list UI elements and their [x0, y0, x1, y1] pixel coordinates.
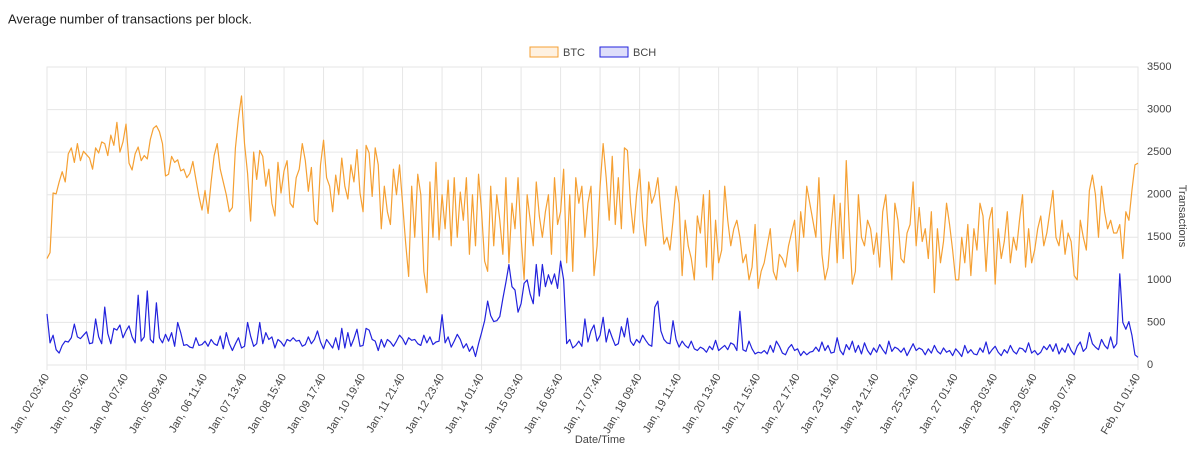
x-tick-label: Jan, 16 05:40 [522, 372, 566, 436]
x-tick-label: Jan, 28 03:40 [957, 372, 1001, 436]
x-tick-label: Jan, 05 09:40 [127, 372, 171, 436]
y-tick-label: 2500 [1147, 146, 1171, 158]
data-line [46, 260, 1139, 358]
chart-title: Average number of transactions per block… [8, 11, 252, 26]
x-tick-label: Jan, 22 17:40 [759, 372, 803, 436]
x-tick-label: Jan, 24 21:40 [838, 372, 882, 436]
legend-label: BTC [563, 47, 585, 59]
y-tick-label: 3000 [1147, 103, 1171, 115]
x-tick-label: Jan, 04 07:40 [87, 372, 131, 436]
x-tick-label: Jan, 30 07:40 [1036, 372, 1080, 436]
x-tick-label: Jan, 27 01:40 [917, 372, 961, 436]
x-tick-label: Jan, 06 11:40 [167, 372, 210, 435]
x-tick-label: Jan, 23 19:40 [799, 372, 843, 436]
x-tick-label: Jan, 20 13:40 [680, 372, 724, 436]
x-tick-label: Jan, 12 23:40 [403, 372, 447, 436]
y-tick-label: 1000 [1147, 274, 1171, 286]
x-tick-label: Jan, 09 17:40 [285, 372, 329, 436]
y-tick-label: 0 [1147, 359, 1153, 371]
x-tick-label: Jan, 21 15:40 [720, 372, 764, 436]
y-tick-label: 3500 [1147, 61, 1171, 73]
x-tick-label: Feb, 01 01:40 [1099, 372, 1143, 437]
x-tick-label: Jan, 19 11:40 [641, 372, 684, 435]
y-tick-label: 1500 [1147, 231, 1171, 243]
x-tick-label: Jan, 10 19:40 [324, 372, 368, 436]
y-tick-label: 500 [1147, 316, 1165, 328]
legend-swatch [529, 46, 559, 58]
legend-swatch [599, 46, 629, 58]
x-tick-label: Jan, 25 23:40 [878, 372, 922, 436]
x-tick-label: Jan, 18 09:40 [601, 372, 645, 436]
x-tick-label: Jan, 15 03:40 [482, 372, 526, 436]
x-tick-label: Jan, 07 13:40 [206, 372, 250, 436]
x-tick-label: Jan, 03 05:40 [48, 372, 92, 436]
x-tick-label: Jan, 11 21:40 [364, 372, 407, 435]
x-tick-label: Jan, 02 03:40 [8, 372, 52, 436]
x-tick-label: Jan, 14 01:40 [443, 372, 487, 436]
x-axis-title: Date/Time [575, 434, 625, 446]
x-tick-label: Jan, 29 05:40 [996, 372, 1040, 436]
data-line [46, 95, 1139, 294]
legend-label: BCH [633, 47, 656, 59]
x-tick-label: Jan, 17 07:40 [561, 372, 605, 436]
y-tick-label: 2000 [1147, 189, 1171, 201]
y-axis-title: Transactions [1176, 185, 1188, 248]
x-tick-label: Jan, 08 15:40 [245, 372, 289, 436]
